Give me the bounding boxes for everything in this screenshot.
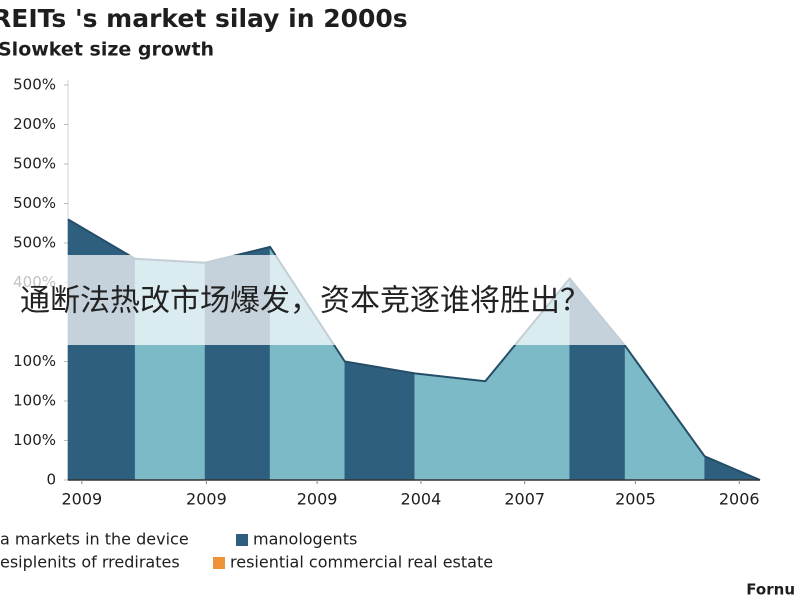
legend-label: manologents bbox=[253, 530, 357, 549]
y-tick-label: 500% bbox=[13, 155, 56, 173]
y-tick-label: 200% bbox=[13, 115, 56, 133]
area-band bbox=[624, 344, 705, 481]
chart-title: REITs 's market silay in 2000s bbox=[0, 4, 408, 33]
area-band bbox=[344, 361, 415, 481]
y-tick-label: 500% bbox=[13, 194, 56, 212]
legend-swatch bbox=[236, 534, 248, 546]
banner-bg bbox=[0, 255, 800, 345]
footer: Fornu bbox=[746, 581, 795, 599]
area-band bbox=[414, 373, 486, 481]
x-tick-label: 2009 bbox=[61, 490, 102, 509]
y-tick-label: 100% bbox=[13, 431, 56, 449]
x-tick-label: 2005 bbox=[615, 490, 656, 509]
y-tick-label: 500% bbox=[13, 76, 56, 94]
y-tick-label: 100% bbox=[13, 392, 56, 410]
legend-label: a markets in the device bbox=[0, 530, 189, 549]
y-tick-label: 0 bbox=[46, 471, 56, 489]
x-tick-label: 2009 bbox=[186, 490, 227, 509]
x-tick-label: 2006 bbox=[719, 490, 760, 509]
chart-subtitle: Slowket size growth bbox=[0, 39, 214, 61]
legend-swatch bbox=[213, 557, 225, 569]
y-tick-label: 500% bbox=[13, 234, 56, 252]
x-tick-label: 2007 bbox=[504, 490, 545, 509]
legend-label: esiplenits of rredirates bbox=[0, 553, 180, 572]
x-tick-label: 2009 bbox=[297, 490, 338, 509]
banner-text: 通断法热改市场爆发，资本竞逐谁将胜出？ bbox=[20, 284, 590, 319]
legend-label: resiential commercial real estate bbox=[230, 553, 493, 572]
x-tick-label: 2004 bbox=[401, 490, 442, 509]
y-tick-label: 100% bbox=[13, 352, 56, 370]
